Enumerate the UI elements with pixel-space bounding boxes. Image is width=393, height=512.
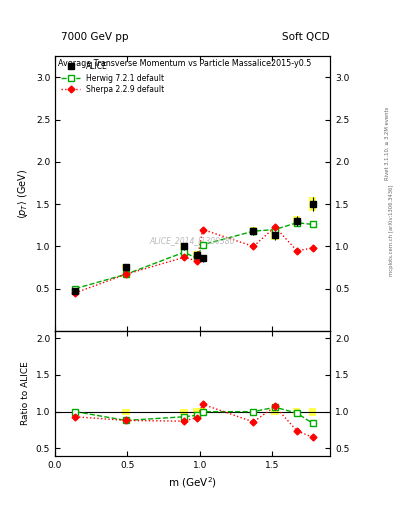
Bar xyxy=(309,198,316,211)
Text: Soft QCD: Soft QCD xyxy=(283,32,330,42)
Bar xyxy=(193,409,200,415)
Bar xyxy=(199,255,206,262)
Text: 7000 GeV pp: 7000 GeV pp xyxy=(61,32,129,42)
Bar xyxy=(293,216,300,226)
Text: ALICE_2014_I1300380: ALICE_2014_I1300380 xyxy=(150,236,235,245)
X-axis label: m (GeV$^2$): m (GeV$^2$) xyxy=(168,475,217,490)
Bar xyxy=(199,408,206,415)
Bar xyxy=(72,409,79,415)
Bar xyxy=(309,408,316,416)
Bar xyxy=(250,227,257,236)
Bar xyxy=(272,231,279,240)
Y-axis label: $\langle p_T \rangle$ (GeV): $\langle p_T \rangle$ (GeV) xyxy=(16,168,30,219)
Text: Rivet 3.1.10, ≥ 3.2M events: Rivet 3.1.10, ≥ 3.2M events xyxy=(385,106,389,180)
Text: mcplots.cern.ch [arXiv:1306.3436]: mcplots.cern.ch [arXiv:1306.3436] xyxy=(389,185,393,276)
Bar xyxy=(250,409,257,415)
Legend: ALICE, Herwig 7.2.1 default, Sherpa 2.2.9 default: ALICE, Herwig 7.2.1 default, Sherpa 2.2.… xyxy=(59,60,167,96)
Bar xyxy=(180,409,187,415)
Bar xyxy=(272,409,279,415)
Bar xyxy=(193,251,200,258)
Text: Average Transverse Momentum vs Particle Massalice2015-y0.5: Average Transverse Momentum vs Particle … xyxy=(58,59,311,68)
Bar xyxy=(293,408,300,415)
Bar xyxy=(180,243,187,250)
Y-axis label: Ratio to ALICE: Ratio to ALICE xyxy=(21,361,30,425)
Bar xyxy=(122,264,130,269)
Bar xyxy=(72,289,79,293)
Bar xyxy=(122,409,130,415)
